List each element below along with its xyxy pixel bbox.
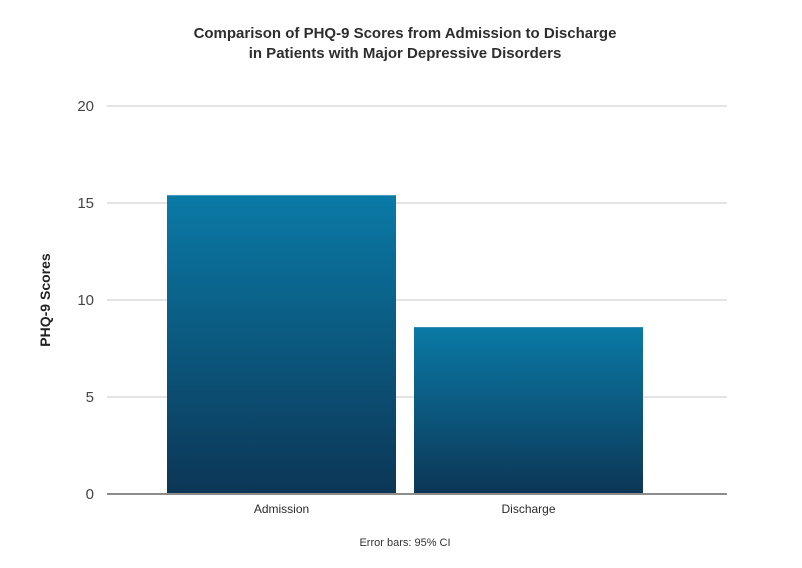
chart-title-line-1: Comparison of PHQ-9 Scores from Admissio… (194, 25, 617, 42)
x-category-label-admission: Admission (254, 502, 309, 516)
y-axis-label: PHQ-9 Scores (37, 253, 53, 347)
error-bars-footnote: Error bars: 95% CI (359, 537, 450, 549)
y-tick-label: 15 (77, 195, 94, 212)
y-axis-ticks: 0 5 10 15 20 (77, 98, 94, 503)
y-tick-label: 0 (86, 486, 94, 503)
chart-title-line-2: in Patients with Major Depressive Disord… (249, 45, 562, 62)
bar-admission (167, 195, 396, 495)
x-category-label-discharge: Discharge (501, 502, 555, 516)
bars (167, 195, 643, 495)
y-tick-label: 20 (77, 98, 94, 115)
y-tick-label: 5 (86, 389, 94, 406)
x-axis-categories: Admission Discharge (254, 502, 556, 516)
bar-discharge (414, 327, 643, 494)
y-tick-label: 10 (77, 292, 94, 309)
